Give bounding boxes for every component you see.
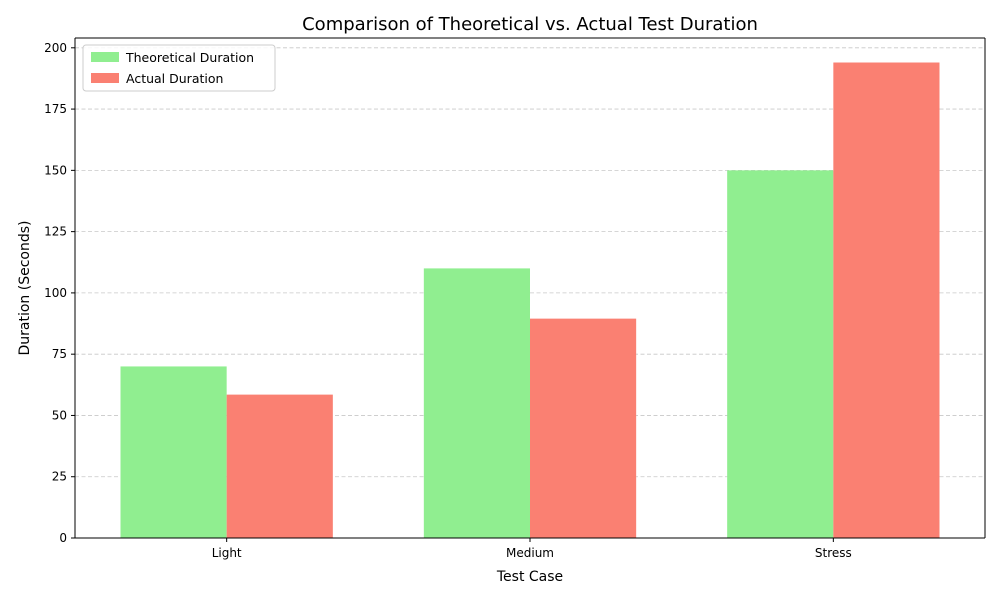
x-tick-label: Medium <box>506 546 554 560</box>
x-tick-label: Stress <box>815 546 852 560</box>
y-tick-label: 50 <box>52 408 67 422</box>
legend-swatch <box>91 52 119 62</box>
y-tick-label: 150 <box>44 163 67 177</box>
y-tick-label: 100 <box>44 286 67 300</box>
y-tick-label: 125 <box>44 225 67 239</box>
legend: Theoretical Duration Actual Duration <box>82 44 276 92</box>
bar-actual-duration-light <box>226 394 333 538</box>
legend-swatch <box>91 73 119 83</box>
y-tick-label: 175 <box>44 102 67 116</box>
bar-actual-duration-stress <box>833 62 940 539</box>
legend-label: Theoretical Duration <box>125 50 254 65</box>
chart-title: Comparison of Theoretical vs. Actual Tes… <box>302 14 758 35</box>
x-tick-label: Light <box>212 546 242 560</box>
y-tick-label: 75 <box>52 347 67 361</box>
y-tick-label: 0 <box>59 531 67 545</box>
bars <box>120 62 940 539</box>
legend-label: Actual Duration <box>126 71 223 86</box>
bar-theoretical-duration-stress <box>727 170 834 538</box>
bar-theoretical-duration-medium <box>423 268 530 538</box>
y-tick-label: 200 <box>44 41 67 55</box>
bar-theoretical-duration-light <box>120 366 227 538</box>
y-tick-label: 25 <box>52 470 67 484</box>
bar-actual-duration-medium <box>530 318 637 538</box>
axes: 0 25 50 75 100 125 150 175 200 Light Medium Stress <box>44 37 986 560</box>
y-axis-title: Duration (Seconds) <box>17 221 33 356</box>
x-axis-title: Test Case <box>496 569 563 585</box>
legend-box <box>82 44 276 92</box>
